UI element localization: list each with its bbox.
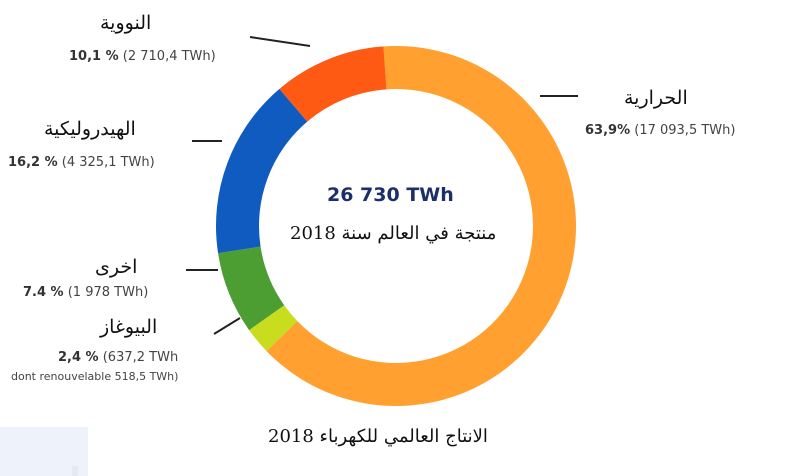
leader-line-nuclear [249, 36, 311, 47]
slice-label-thermal: الحرارية [624, 87, 688, 109]
slice-twh-biogas: (637,2 TWh [102, 350, 179, 365]
slice-value-nuclear: 10,1 % (2 710,4 TWh) [69, 49, 216, 64]
slice-other [218, 246, 285, 331]
slice-twh-thermal: (17 093,5 TWh) [634, 123, 736, 138]
slice-percent-hydro: 16,2 % [8, 155, 58, 170]
background-accent [72, 466, 78, 476]
slice-value-hydro: 16,2 % (4 325,1 TWh) [8, 155, 155, 170]
chart-title: الانتاج العالمي للكهرباء 2018 [268, 426, 488, 447]
slice-thermal [266, 46, 577, 407]
slice-percent-biogas: 2,4 % [58, 350, 99, 365]
slice-twh-other: (1 978 TWh) [67, 285, 149, 300]
donut-slices [215, 46, 577, 407]
slice-percent-other: 7.4 % [23, 285, 64, 300]
slice-percent-nuclear: 10,1 % [69, 49, 119, 64]
slice-label-other: اخرى [95, 256, 138, 278]
center-caption: منتجة في العالم سنة 2018 [290, 223, 497, 244]
center-total: 26 730 TWh [327, 184, 454, 206]
slice-label-hydro: الهيدروليكية [44, 118, 136, 140]
leader-line-biogas [213, 317, 241, 335]
slice-twh-hydro: (4 325,1 TWh) [61, 155, 155, 170]
slice-hydro [215, 88, 308, 254]
slice-value-biogas: 2,4 % (637,2 TWh [58, 350, 178, 365]
slice-nuclear [279, 46, 387, 122]
slice-value-other: 7.4 % (1 978 TWh) [23, 285, 148, 300]
slice-note-biogas: dont renouvelable 518,5 TWh) [11, 370, 179, 383]
slice-percent-thermal: 63,9% [585, 123, 631, 138]
slice-biogas [249, 305, 298, 351]
slice-twh-nuclear: (2 710,4 TWh) [122, 49, 216, 64]
slice-value-thermal: 63,9% (17 093,5 TWh) [585, 123, 735, 138]
leader-lines [186, 36, 578, 335]
slice-label-nuclear: النووية [100, 12, 152, 34]
slice-label-biogas: البيوغاز [100, 316, 158, 338]
